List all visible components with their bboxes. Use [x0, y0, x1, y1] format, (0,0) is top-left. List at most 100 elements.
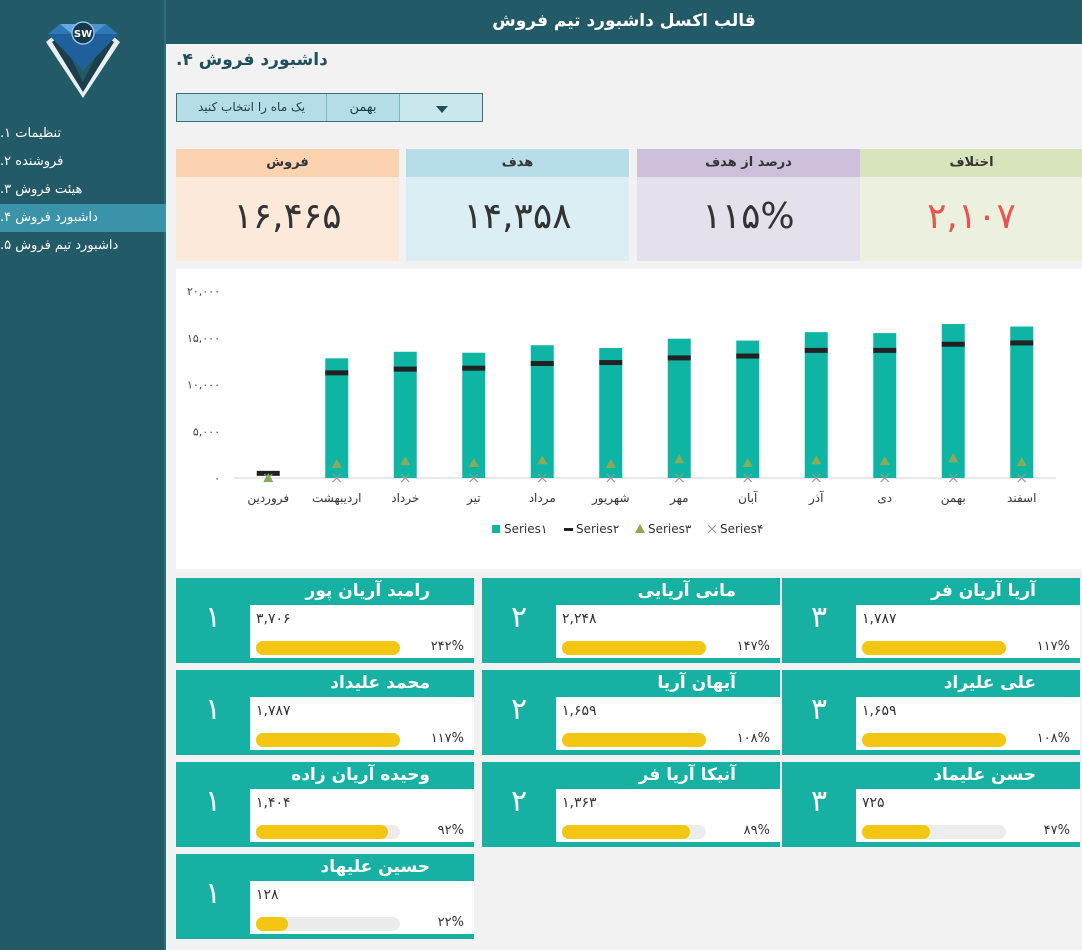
card-amount: ۱,۴۰۴ — [256, 795, 291, 811]
team-card: ۱ رامبد آریان پور ۳,۷۰۶ ۲۴۲% — [176, 578, 474, 663]
card-rank: ۱ — [204, 784, 222, 819]
progress-track — [256, 825, 400, 839]
sidebar-item-seller[interactable]: فروشنده ۲. — [0, 148, 166, 176]
card-name: آریا آریان فر — [931, 581, 1036, 601]
team-card: ۱ محمد علیداد ۱,۷۸۷ ۱۱۷% — [176, 670, 474, 755]
card-name: رامبد آریان پور — [305, 581, 430, 601]
triangle-marker — [948, 453, 959, 463]
team-card: ۲ آیهان آریا ۱,۶۵۹ ۱۰۸% — [482, 670, 780, 755]
chevron-down-icon[interactable] — [400, 94, 482, 121]
cross-marker — [1017, 473, 1027, 483]
y-tick-label: ۱۰,۰۰۰ — [187, 379, 220, 392]
progress-fill — [562, 733, 706, 747]
chart-svg: ۰ ۵,۰۰۰ ۱۰,۰۰۰ ۱۵,۰۰۰ ۲۰,۰۰۰ فروردین اردیبهشت خ… — [187, 285, 1056, 536]
card-name: حسن علیماد — [933, 765, 1036, 785]
cross-marker — [948, 473, 958, 483]
kpi-sales: فروش ۱۶,۴۶۵ — [176, 149, 399, 261]
card-percent: ۲۲% — [437, 915, 464, 930]
bar — [599, 348, 623, 478]
month-select[interactable]: یک ماه را انتخاب کنید بهمن — [176, 93, 483, 122]
card-body: ۱,۷۸۷ ۱۱۷% — [856, 605, 1080, 658]
y-tick-label: ۱۵,۰۰۰ — [187, 332, 220, 345]
cross-marker — [537, 473, 547, 483]
target-dash — [599, 360, 623, 366]
progress-fill — [562, 641, 706, 655]
target-dash — [736, 353, 760, 359]
sidebar-item-settings[interactable]: تنظیمات ۱. — [0, 120, 166, 148]
cross-marker — [606, 473, 616, 483]
triangle-marker — [1016, 457, 1027, 467]
card-body: ۱,۶۵۹ ۱۰۸% — [556, 697, 780, 750]
cross-marker — [674, 473, 684, 483]
card-percent: ۸۹% — [743, 823, 770, 838]
x-tick-label: خرداد — [391, 491, 419, 506]
sidebar-item-sales-dashboard[interactable]: داشبورد فروش ۴. — [0, 204, 166, 232]
team-card: ۱ حسین علیهاد ۱۲۸ ۲۲% — [176, 854, 474, 939]
team-card: ۳ حسن علیماد ۷۲۵ ۴۷% — [782, 762, 1080, 847]
x-tick-label: مهر — [669, 491, 689, 506]
bar — [667, 338, 691, 478]
legend-label: Series۲ — [576, 522, 619, 536]
logo-text: SW — [74, 29, 92, 40]
progress-fill — [256, 825, 389, 839]
triangle-marker — [605, 458, 616, 468]
card-rank: ۳ — [810, 784, 828, 819]
progress-track — [862, 825, 1006, 839]
card-name: آنیکا آریا فر — [638, 765, 736, 785]
sidebar-item-team-dashboard[interactable]: داشبورد تیم فروش ۵. — [0, 232, 166, 260]
card-name: محمد علیداد — [330, 673, 430, 693]
progress-track — [562, 825, 706, 839]
card-rank: ۲ — [510, 600, 528, 635]
card-body: ۱,۳۶۳ ۸۹% — [556, 789, 780, 842]
sidebar-item-label: فروشنده ۲. — [0, 154, 64, 169]
x-tick-label: اردیبهشت — [312, 491, 361, 506]
kpi-label: درصد از هدف — [637, 149, 860, 177]
month-select-value[interactable]: بهمن — [327, 94, 400, 121]
card-percent: ۱۰۸% — [736, 731, 770, 746]
sidebar-item-label: داشبورد تیم فروش ۵. — [0, 238, 119, 253]
progress-fill — [862, 641, 1006, 655]
card-body: ۲,۲۴۸ ۱۴۷% — [556, 605, 780, 658]
y-tick-label: ۰ — [214, 472, 220, 485]
sidebar-item-label: تنظیمات ۱. — [0, 126, 62, 141]
kpi-value: ۱۴,۳۵۸ — [406, 177, 629, 261]
card-body: ۱,۴۰۴ ۹۲% — [250, 789, 474, 842]
progress-fill — [862, 733, 1006, 747]
progress-track — [862, 733, 1006, 747]
target-dash — [462, 365, 486, 371]
card-body: ۱,۶۵۹ ۱۰۸% — [856, 697, 1080, 750]
progress-fill — [862, 825, 930, 839]
team-card: ۲ مانی آریایی ۲,۲۴۸ ۱۴۷% — [482, 578, 780, 663]
target-dash — [530, 360, 554, 366]
card-amount: ۱,۶۵۹ — [562, 703, 597, 719]
progress-track — [256, 733, 400, 747]
triangle-marker — [263, 473, 274, 482]
app-title: قالب اکسل داشبورد تیم فروش — [492, 11, 756, 31]
bar — [736, 340, 760, 478]
legend-label: Series۴ — [720, 522, 763, 536]
legend-marker — [564, 528, 573, 531]
cross-marker — [469, 473, 479, 483]
kpi-label: هدف — [406, 149, 629, 177]
card-rank: ۲ — [510, 784, 528, 819]
sidebar-item-sales-board[interactable]: هیئت فروش ۳. — [0, 176, 166, 204]
card-name: علی علیراد — [943, 673, 1036, 693]
progress-track — [562, 733, 706, 747]
triangle-marker — [742, 458, 753, 468]
target-dash — [325, 370, 349, 376]
card-amount: ۲,۲۴۸ — [562, 611, 597, 627]
target-dash — [873, 347, 897, 353]
kpi-value: ۱۱۵% — [637, 177, 860, 261]
target-dash — [1010, 340, 1034, 346]
kpi-difference: اختلاف ۲,۱۰۷ — [860, 149, 1082, 261]
triangle-marker — [879, 456, 890, 466]
card-percent: ۴۷% — [1043, 823, 1070, 838]
card-rank: ۱ — [204, 692, 222, 727]
page-title: داشبورد فروش ۴. — [176, 50, 328, 70]
progress-track — [256, 917, 400, 931]
target-dash — [804, 347, 828, 353]
legend-marker — [635, 524, 645, 533]
progress-fill — [562, 825, 691, 839]
x-tick-label: بهمن — [941, 491, 966, 506]
card-percent: ۱۱۷% — [430, 731, 464, 746]
